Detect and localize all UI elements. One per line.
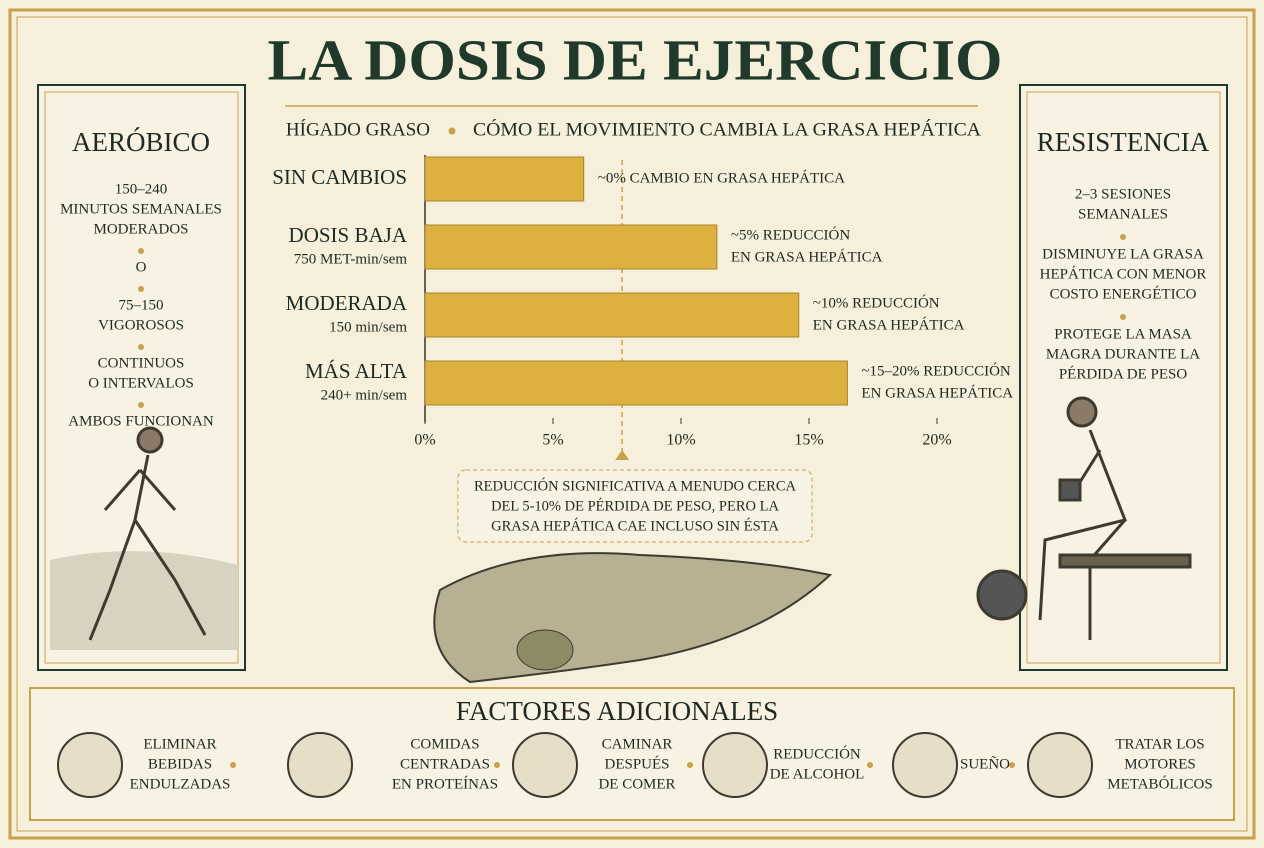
panel-text: AMBOS FUNCIONAN	[68, 413, 214, 429]
note-text: REDUCCIÓN SIGNIFICATIVA A MENUDO CERCA	[474, 477, 797, 494]
outer-border	[8, 8, 1256, 840]
factor-text: BEBIDAS	[148, 756, 212, 772]
x-tick-label: 10%	[666, 432, 695, 449]
factor-text: METABÓLICOS	[1107, 775, 1212, 792]
x-tick-label: 20%	[922, 432, 951, 449]
bar-annotation: EN GRASA HEPÁTICA	[731, 248, 883, 265]
factor-text: DESPUÉS	[604, 755, 669, 772]
factor-icon	[702, 732, 768, 798]
separator-dot	[1120, 314, 1126, 320]
x-tick-label: 15%	[794, 432, 823, 449]
category-label: MÁS ALTA	[305, 359, 408, 383]
bar-annotation: ~0% CAMBIO EN GRASA HEPÁTICA	[598, 169, 845, 186]
category-note: 750 MET-min/sem	[294, 251, 408, 267]
note-text: GRASA HEPÁTICA CAE INCLUSO SIN ÉSTA	[491, 517, 779, 534]
note-text: DEL 5-10% DE PÉRDIDA DE PESO, PERO LA	[491, 497, 779, 514]
bar-annotation: EN GRASA HEPÁTICA	[813, 316, 965, 333]
separator-dot	[230, 762, 236, 768]
separator-dot	[138, 248, 144, 254]
panel-text: MINUTOS SEMANALES	[60, 201, 222, 217]
panel-text: O INTERVALOS	[88, 375, 194, 391]
panel-text: SEMANALES	[1078, 206, 1168, 222]
bar-annotation: ~5% REDUCCIÓN	[731, 226, 851, 243]
separator-dot	[1120, 234, 1126, 240]
x-tick-label: 5%	[542, 432, 563, 449]
right-panel-inner	[1026, 91, 1221, 664]
walker-illustration	[50, 426, 238, 650]
panel-text: VIGOROSOS	[98, 317, 184, 333]
factor-text: EN PROTEÍNAS	[392, 775, 498, 792]
lifter-illustration	[976, 396, 1192, 640]
separator-dot	[138, 344, 144, 350]
bar-annotation: EN GRASA HEPÁTICA	[861, 384, 1013, 401]
factor-icon	[287, 732, 353, 798]
bar	[424, 292, 800, 338]
factor-text: SUEÑO	[960, 756, 1010, 772]
factor-text: DE ALCOHOL	[770, 766, 865, 782]
left-panel-inner	[44, 91, 239, 664]
bar	[424, 156, 585, 202]
subtitle-left: HÍGADO GRASO	[286, 118, 430, 140]
bar	[424, 224, 718, 270]
panel-text: HEPÁTICA CON MENOR	[1040, 265, 1207, 282]
panel-text: 75–150	[119, 297, 164, 313]
separator-dot	[867, 762, 873, 768]
x-tick-label: 0%	[414, 432, 435, 449]
title: LA DOSIS DE EJERCICIO	[268, 27, 1003, 92]
factor-text: COMIDAS	[410, 736, 479, 752]
gallbladder	[516, 629, 574, 671]
factor-text: CAMINAR	[602, 736, 673, 752]
note-box	[457, 469, 813, 543]
panel-title: AERÓBICO	[72, 127, 210, 157]
factor-icon	[512, 732, 578, 798]
separator-dot	[687, 762, 693, 768]
separator-dot	[138, 402, 144, 408]
panel-text: PÉRDIDA DE PESO	[1059, 365, 1188, 382]
factor-icon	[57, 732, 123, 798]
factor-text: REDUCCIÓN	[773, 745, 861, 762]
category-label: MODERADA	[286, 291, 408, 315]
category-note: 240+ min/sem	[321, 387, 408, 403]
inner-border	[16, 16, 1248, 832]
separator-dot	[138, 286, 144, 292]
factor-text: MOTORES	[1124, 756, 1195, 772]
bar	[424, 360, 848, 406]
panel-text: O	[136, 259, 147, 275]
factor-text: TRATAR LOS	[1115, 736, 1204, 752]
panel-text: MAGRA DURANTE LA	[1046, 346, 1200, 362]
panel-text: 2–3 SESIONES	[1075, 186, 1171, 202]
reference-marker	[615, 450, 630, 460]
panel-text: CONTINUOS	[98, 355, 185, 371]
bar-annotation: ~15–20% REDUCCIÓN	[861, 362, 1011, 379]
category-label: DOSIS BAJA	[289, 223, 408, 247]
separator-dot	[1009, 762, 1015, 768]
factor-icon	[892, 732, 958, 798]
factor-text: DE COMER	[598, 776, 675, 792]
factor-icon	[1027, 732, 1093, 798]
right-panel	[1019, 84, 1228, 671]
separator-dot	[494, 762, 500, 768]
panel-text: COSTO ENERGÉTICO	[1050, 285, 1197, 302]
factor-text: CENTRADAS	[400, 756, 490, 772]
subtitle-right: CÓMO EL MOVIMIENTO CAMBIA LA GRASA HEPÁT…	[473, 118, 981, 140]
category-note: 150 min/sem	[329, 319, 407, 335]
panel-text: 150–240	[115, 181, 168, 197]
subtitle-dot	[448, 127, 456, 135]
panel-title: RESISTENCIA	[1037, 127, 1210, 157]
factors-title: FACTORES ADICIONALES	[456, 696, 778, 726]
category-label: SIN CAMBIOS	[272, 165, 407, 189]
panel-text: MODERADOS	[93, 221, 188, 237]
panel-text: PROTEGE LA MASA	[1054, 326, 1192, 342]
factor-text: ENDULZADAS	[130, 776, 231, 792]
bar-annotation: ~10% REDUCCIÓN	[813, 294, 940, 311]
panel-text: DISMINUYE LA GRASA	[1042, 246, 1204, 262]
factor-text: ELIMINAR	[143, 736, 216, 752]
